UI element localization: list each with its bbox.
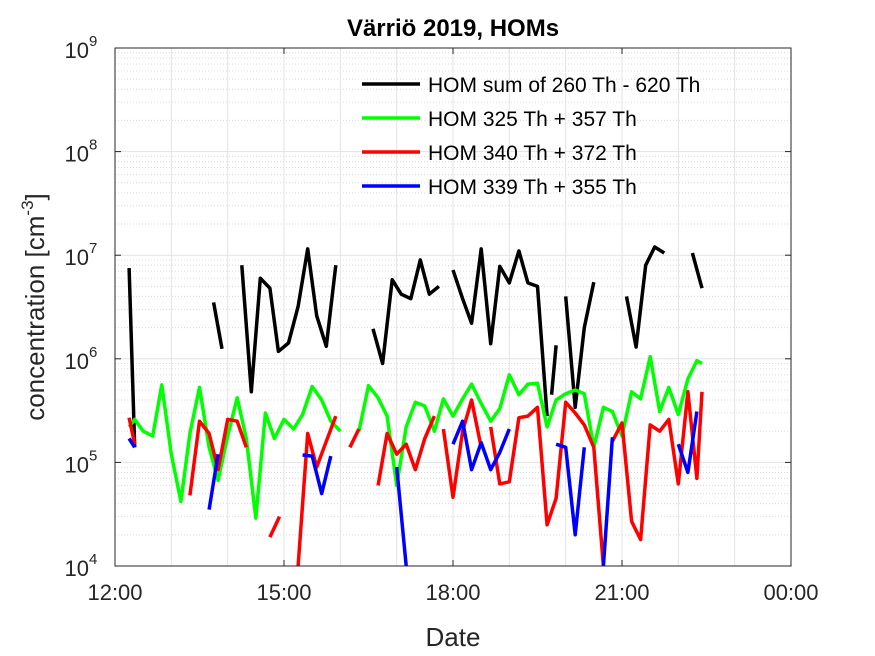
series-line-segment: [188, 417, 248, 496]
y-tick-label-exponent: 8: [89, 137, 97, 154]
y-tick-label-exponent: 5: [89, 447, 97, 464]
legend-entry: HOM 339 Th + 355 Th: [428, 176, 637, 199]
series-line-segment: [451, 419, 511, 472]
y-tick-label-exponent: 4: [89, 551, 97, 568]
series-line-segment: [348, 428, 361, 449]
series-line-segment: [211, 302, 224, 350]
y-tick-label: 108: [65, 137, 98, 167]
series-4: [127, 411, 699, 567]
y-axis-label-exponent: -3: [18, 200, 37, 215]
series-line-segment: [624, 245, 666, 349]
series-line-segment: [601, 437, 615, 567]
y-axis-label: concentration [cm-3]: [18, 193, 50, 421]
y-tick-label-exponent: 7: [89, 240, 97, 257]
series-line-segment: [371, 258, 441, 366]
x-tick-label: 00:00: [763, 580, 818, 605]
y-tick-label-base: 10: [65, 142, 89, 167]
y-tick-label: 107: [65, 240, 98, 270]
series-1: [127, 245, 704, 448]
series-line-segment: [394, 466, 408, 567]
x-tick-label: 21:00: [594, 580, 649, 605]
axis-ticks: [114, 47, 792, 567]
series-line-segment: [676, 411, 699, 475]
legend-entry: HOM 340 Th + 372 Th: [428, 142, 637, 165]
y-tick-label-base: 10: [65, 245, 89, 270]
series-line-segment: [268, 515, 282, 538]
x-tick-label: 12:00: [87, 580, 142, 605]
x-tick-label: 18:00: [425, 580, 480, 605]
legend: HOM sum of 260 Th - 620 Th HOM 325 Th + 3…: [362, 74, 700, 199]
y-axis-label-close: ]: [20, 193, 50, 200]
series-2: [127, 354, 703, 520]
series-line-segment: [376, 415, 437, 486]
y-tick-label-base: 10: [65, 452, 89, 477]
series-line-segment: [302, 453, 333, 496]
x-tick-label: 15:00: [256, 580, 311, 605]
chart-title: Värriö 2019, HOMs: [347, 15, 559, 42]
series-line-segment: [488, 400, 606, 567]
x-tick-labels: 12:00 15:00 18:00 21:00 00:00: [87, 580, 818, 605]
y-tick-label: 104: [65, 551, 98, 581]
legend-entry: HOM 325 Th + 357 Th: [428, 108, 637, 131]
y-axis-label-main: concentration [cm: [20, 216, 50, 421]
series-line-segment: [610, 390, 704, 542]
series-line-segment: [563, 281, 596, 410]
series-line-segment: [555, 442, 587, 537]
series-line-segment: [690, 252, 704, 289]
series-line-segment: [357, 354, 703, 488]
series-line-segment: [127, 268, 137, 448]
series-layer: [127, 245, 704, 567]
y-tick-label-exponent: 9: [89, 33, 97, 50]
series-line-segment: [207, 453, 220, 510]
y-tick-label: 106: [65, 344, 98, 374]
series-line-segment: [127, 417, 137, 445]
y-tick-label: 109: [65, 33, 98, 63]
legend-entry: HOM sum of 260 Th - 620 Th: [428, 74, 700, 97]
series-line-segment: [127, 437, 137, 449]
y-tick-label-base: 10: [65, 38, 89, 63]
series-line-segment: [127, 383, 342, 520]
series-line-segment: [441, 398, 483, 500]
y-tick-label-base: 10: [65, 349, 89, 374]
series-line-segment: [451, 247, 549, 417]
y-tick-label-exponent: 6: [89, 344, 97, 361]
series-line-segment: [549, 345, 558, 395]
x-axis-label: Date: [426, 622, 481, 652]
y-tick-label-base: 10: [65, 556, 89, 581]
y-tick-label: 105: [65, 447, 98, 477]
series-line-segment: [240, 247, 338, 394]
